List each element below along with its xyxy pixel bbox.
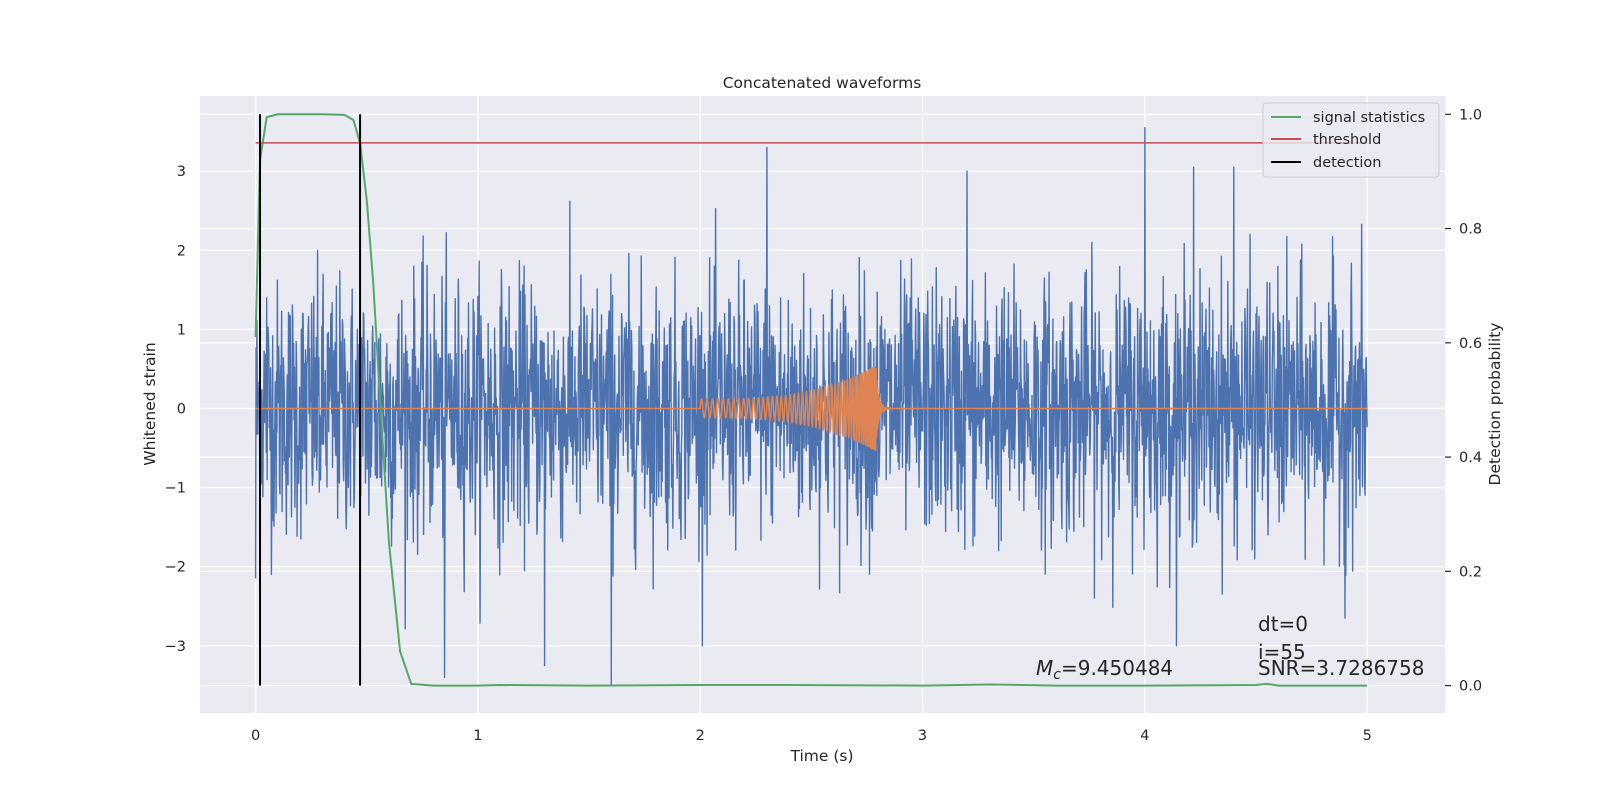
axis-ticks: 0 1 2 3 4 5 −3 −2 −1 0 1 2 3 0.0 0.2 0.4 0.6 0.8 1.0 bbox=[165, 107, 1482, 744]
annotation-dt: dt=0 bbox=[1258, 612, 1308, 636]
x-tick-label: 4 bbox=[1140, 728, 1149, 744]
legend-box bbox=[1262, 102, 1440, 178]
legend-label-detection: detection bbox=[1313, 155, 1381, 171]
y-right-tick-label: 0.4 bbox=[1459, 450, 1482, 466]
y-tick-label: 0 bbox=[177, 401, 186, 417]
y-tick-label: 2 bbox=[177, 243, 186, 259]
annotation-chirp-mass: Mc=9.450484 bbox=[1036, 656, 1173, 683]
annotation-mc-subscript: c bbox=[1053, 667, 1061, 683]
x-axis-label: Time (s) bbox=[789, 747, 853, 765]
y-right-tick-label: 0.0 bbox=[1459, 679, 1482, 695]
series-layer bbox=[254, 113, 1368, 687]
signal-statistics-line bbox=[254, 113, 1368, 687]
signal-waveform-line bbox=[255, 366, 1368, 451]
annotation-i: i=55 bbox=[1258, 640, 1306, 664]
y-tick-label: −2 bbox=[165, 560, 186, 576]
annotation-snr: SNR=3.7286758 bbox=[1258, 656, 1424, 680]
y-tick-label: 3 bbox=[177, 164, 186, 180]
x-tick-label: 1 bbox=[473, 728, 482, 744]
chart-title: Concatenated waveforms bbox=[723, 74, 922, 92]
x-tick-label: 0 bbox=[251, 728, 260, 744]
y-right-tick-label: 0.8 bbox=[1459, 222, 1482, 238]
legend-label-signal-statistics: signal statistics bbox=[1313, 110, 1425, 126]
x-tick-label: 5 bbox=[1363, 728, 1372, 744]
y-right-tick-label: 1.0 bbox=[1459, 107, 1482, 123]
legend: signal statistics threshold detection bbox=[1262, 102, 1440, 178]
y-right-tick-label: 0.6 bbox=[1459, 336, 1482, 352]
x-tick-label: 3 bbox=[918, 728, 927, 744]
annotation-mc-value: =9.450484 bbox=[1061, 656, 1173, 680]
y-axis-label: Whitened strain bbox=[141, 342, 159, 465]
legend-label-threshold: threshold bbox=[1313, 132, 1381, 148]
y-tick-label: −3 bbox=[165, 639, 186, 655]
y-axis-right-label: Detection probability bbox=[1486, 323, 1504, 486]
y-right-tick-label: 0.2 bbox=[1459, 564, 1482, 580]
x-tick-label: 2 bbox=[696, 728, 705, 744]
y-tick-label: −1 bbox=[165, 481, 186, 497]
y-tick-label: 1 bbox=[177, 322, 186, 338]
annotation-mc-symbol: M bbox=[1036, 656, 1053, 680]
plot-content bbox=[254, 113, 1368, 687]
